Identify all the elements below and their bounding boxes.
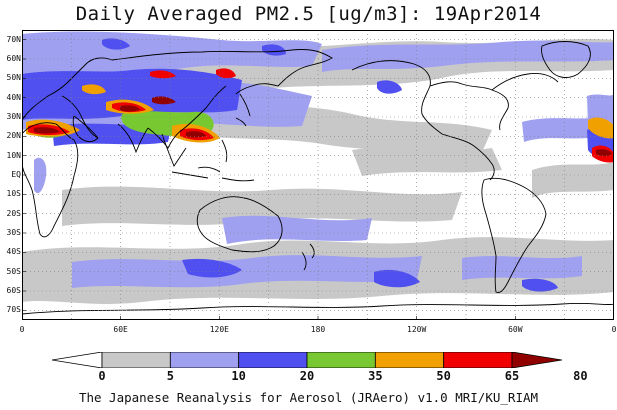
lon-tick-label: 120E bbox=[209, 325, 229, 334]
lat-tick-label: 30S bbox=[6, 228, 21, 237]
colorbar-threshold-label: 35 bbox=[368, 369, 383, 383]
lon-tick-label: 0 bbox=[611, 325, 617, 334]
colorbar-swatch bbox=[101, 351, 171, 369]
lat-tick-label: 60S bbox=[6, 286, 21, 295]
lat-tick-label: 30N bbox=[6, 112, 21, 121]
colorbar bbox=[51, 351, 563, 369]
lat-tick-label: 40N bbox=[6, 92, 21, 102]
lon-tick-label: 60W bbox=[508, 325, 523, 334]
colorbar-swatch bbox=[443, 351, 513, 369]
colorbar-threshold-label: 65 bbox=[504, 369, 520, 383]
lat-tick-label: 40S bbox=[6, 247, 21, 257]
lat-tick-label: 50S bbox=[6, 266, 21, 276]
colorbar-swatch bbox=[374, 351, 445, 369]
lon-tick-label: 60E bbox=[113, 325, 128, 334]
lat-tick-label: 10N bbox=[6, 150, 21, 160]
colorbar-swatch bbox=[238, 351, 308, 369]
map-canvas bbox=[22, 30, 614, 320]
map-title: Daily Averaged PM2.5 [ug/m3]: 19Apr2014 bbox=[75, 3, 542, 25]
lat-tick-label: 60N bbox=[6, 54, 21, 63]
lat-tick-label: 10S bbox=[6, 189, 21, 199]
colorbar-threshold-label: 80 bbox=[573, 369, 588, 383]
lat-tick-label: 70S bbox=[6, 305, 21, 315]
footer-credit: The Japanese Reanalysis for Aerosol (JRA… bbox=[78, 390, 539, 405]
pm25-map bbox=[22, 30, 614, 320]
lat-tick-label: 20N bbox=[6, 131, 21, 141]
colorbar-swatch bbox=[169, 351, 240, 369]
colorbar-threshold-label: 0 bbox=[98, 369, 106, 383]
colorbar-threshold-label: 20 bbox=[299, 369, 315, 383]
lat-tick-label: 50N bbox=[6, 73, 21, 83]
coastlines bbox=[22, 41, 614, 315]
colorbar-swatch-high bbox=[511, 351, 563, 369]
colorbar-threshold-label: 5 bbox=[166, 369, 174, 383]
pm25-concentration-fields bbox=[22, 31, 614, 304]
colorbar-threshold-label: 50 bbox=[436, 369, 451, 383]
lon-tick-label: 180 bbox=[310, 325, 326, 334]
graticule bbox=[22, 30, 614, 320]
colorbar-swatch-low bbox=[51, 351, 103, 369]
lat-tick-label: EQ bbox=[11, 170, 21, 179]
lat-tick-label: 20S bbox=[6, 208, 21, 218]
lon-tick-label: 120W bbox=[407, 325, 427, 334]
band-80-plus bbox=[34, 96, 612, 157]
lon-tick-label: 0 bbox=[19, 325, 25, 334]
map-border bbox=[22, 30, 614, 320]
colorbar-swatch bbox=[306, 351, 376, 369]
lat-tick-label: 70N bbox=[6, 34, 21, 44]
colorbar-swatches bbox=[51, 351, 563, 369]
colorbar-threshold-label: 10 bbox=[231, 369, 246, 383]
